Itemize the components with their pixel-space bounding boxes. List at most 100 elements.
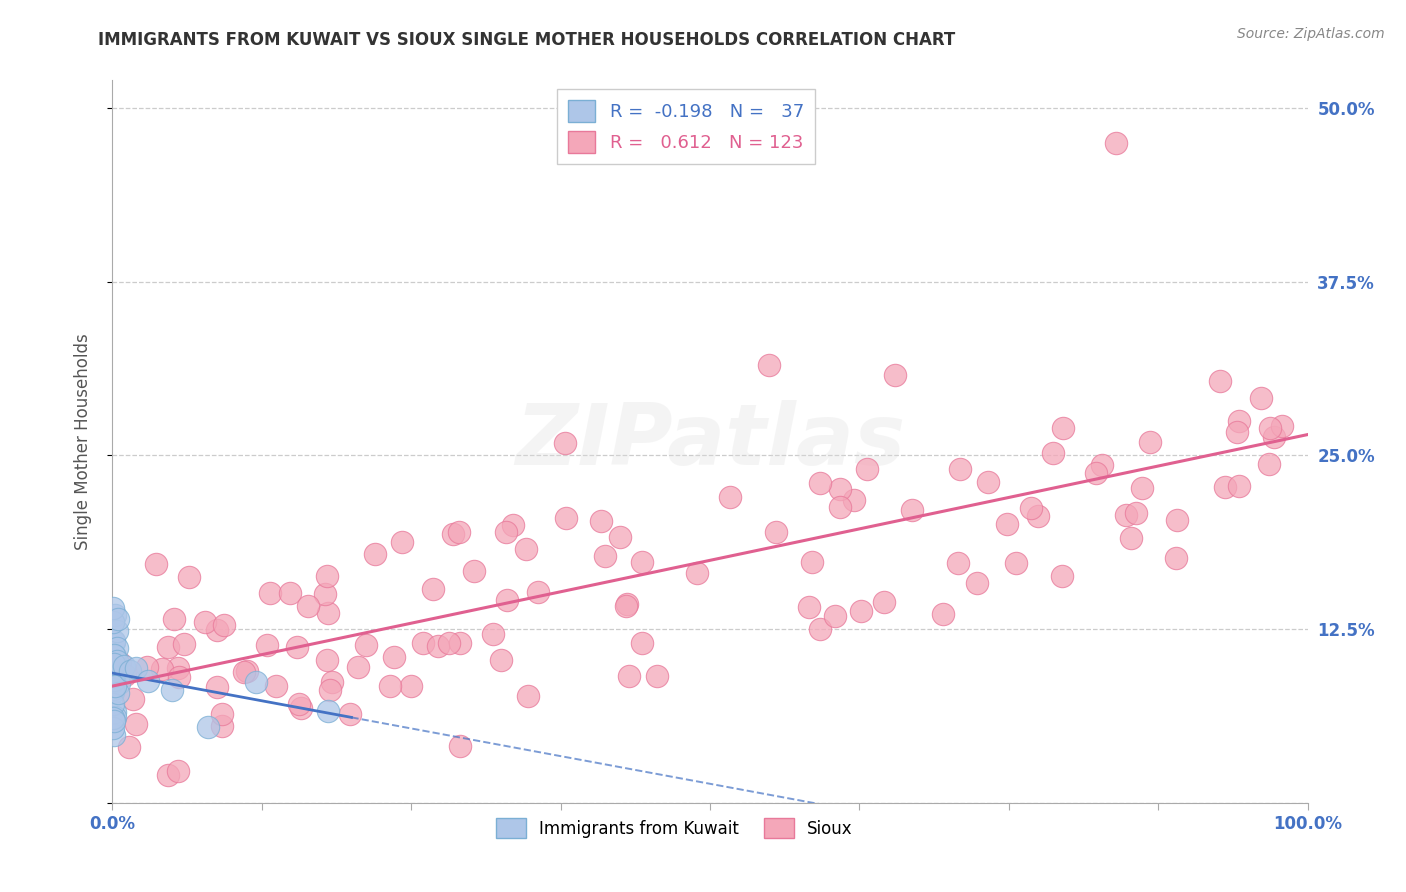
Point bbox=[103, 657, 125, 671]
Point bbox=[101, 674, 124, 689]
Point bbox=[872, 595, 894, 609]
Point bbox=[801, 555, 824, 569]
Point bbox=[104, 649, 127, 664]
Point bbox=[1215, 481, 1237, 495]
Point bbox=[502, 517, 524, 532]
Point bbox=[114, 659, 135, 673]
Point bbox=[609, 530, 631, 544]
Point bbox=[797, 600, 820, 615]
Point bbox=[162, 612, 184, 626]
Point bbox=[380, 679, 402, 693]
Point bbox=[285, 640, 308, 654]
Point bbox=[356, 638, 378, 652]
Point bbox=[1028, 508, 1050, 523]
Point bbox=[136, 660, 159, 674]
Point bbox=[1227, 414, 1250, 428]
Point bbox=[491, 653, 513, 667]
Point bbox=[481, 627, 503, 641]
Point bbox=[236, 664, 259, 678]
Point bbox=[1263, 430, 1285, 444]
Point bbox=[900, 503, 922, 517]
Point bbox=[495, 524, 517, 539]
Point bbox=[101, 669, 124, 683]
Point bbox=[447, 524, 470, 539]
Point bbox=[527, 584, 550, 599]
Point bbox=[515, 542, 537, 557]
Point bbox=[830, 483, 852, 497]
Point bbox=[631, 555, 654, 569]
Point bbox=[1139, 434, 1161, 449]
Point bbox=[1121, 531, 1143, 545]
Point bbox=[1085, 466, 1108, 480]
Point bbox=[1115, 508, 1137, 523]
Point bbox=[391, 534, 413, 549]
Point bbox=[316, 606, 339, 620]
Text: IMMIGRANTS FROM KUWAIT VS SIOUX SINGLE MOTHER HOUSEHOLDS CORRELATION CHART: IMMIGRANTS FROM KUWAIT VS SIOUX SINGLE M… bbox=[98, 31, 956, 49]
Point bbox=[1042, 446, 1064, 460]
Point bbox=[259, 586, 281, 600]
Point bbox=[427, 639, 450, 653]
Point bbox=[108, 676, 131, 690]
Point bbox=[422, 582, 444, 596]
Point bbox=[197, 720, 219, 734]
Point bbox=[152, 662, 174, 676]
Point bbox=[194, 615, 217, 629]
Point bbox=[1132, 481, 1154, 495]
Point bbox=[686, 566, 709, 581]
Point bbox=[103, 710, 125, 724]
Point bbox=[995, 516, 1018, 531]
Point bbox=[101, 711, 124, 725]
Point bbox=[339, 707, 361, 722]
Legend: Immigrants from Kuwait, Sioux: Immigrants from Kuwait, Sioux bbox=[489, 812, 859, 845]
Point bbox=[205, 680, 228, 694]
Point bbox=[463, 564, 485, 578]
Point bbox=[166, 661, 188, 675]
Point bbox=[103, 728, 125, 742]
Point bbox=[495, 593, 517, 607]
Point bbox=[122, 692, 145, 706]
Point bbox=[554, 435, 576, 450]
Point bbox=[205, 624, 228, 638]
Point bbox=[1271, 419, 1294, 434]
Point bbox=[101, 698, 124, 712]
Point bbox=[105, 654, 128, 668]
Point bbox=[145, 557, 167, 571]
Point bbox=[1125, 506, 1147, 520]
Point bbox=[449, 636, 471, 650]
Point bbox=[645, 669, 668, 683]
Point bbox=[167, 670, 190, 684]
Point bbox=[103, 648, 125, 663]
Point bbox=[107, 612, 129, 626]
Point bbox=[101, 601, 124, 615]
Point bbox=[616, 599, 638, 613]
Point bbox=[315, 569, 337, 583]
Point bbox=[824, 609, 846, 624]
Point bbox=[103, 673, 125, 687]
Point bbox=[977, 475, 1000, 489]
Point bbox=[212, 618, 235, 632]
Point bbox=[616, 597, 638, 611]
Point bbox=[720, 491, 742, 505]
Y-axis label: Single Mother Households: Single Mother Households bbox=[73, 334, 91, 549]
Point bbox=[316, 653, 339, 667]
Point bbox=[346, 660, 368, 674]
Point bbox=[104, 607, 127, 622]
Point bbox=[1226, 425, 1249, 439]
Point bbox=[595, 549, 617, 563]
Point bbox=[211, 719, 233, 733]
Point bbox=[101, 675, 124, 690]
Point bbox=[884, 368, 907, 382]
Point bbox=[1258, 457, 1281, 471]
Point bbox=[1260, 421, 1282, 435]
Point bbox=[105, 624, 128, 638]
Point bbox=[288, 697, 311, 711]
Point bbox=[125, 661, 148, 675]
Point bbox=[630, 636, 652, 650]
Point bbox=[290, 701, 312, 715]
Point bbox=[808, 622, 831, 636]
Point bbox=[382, 649, 405, 664]
Point bbox=[101, 682, 124, 697]
Point bbox=[1052, 420, 1074, 434]
Point bbox=[321, 675, 343, 690]
Point bbox=[946, 557, 969, 571]
